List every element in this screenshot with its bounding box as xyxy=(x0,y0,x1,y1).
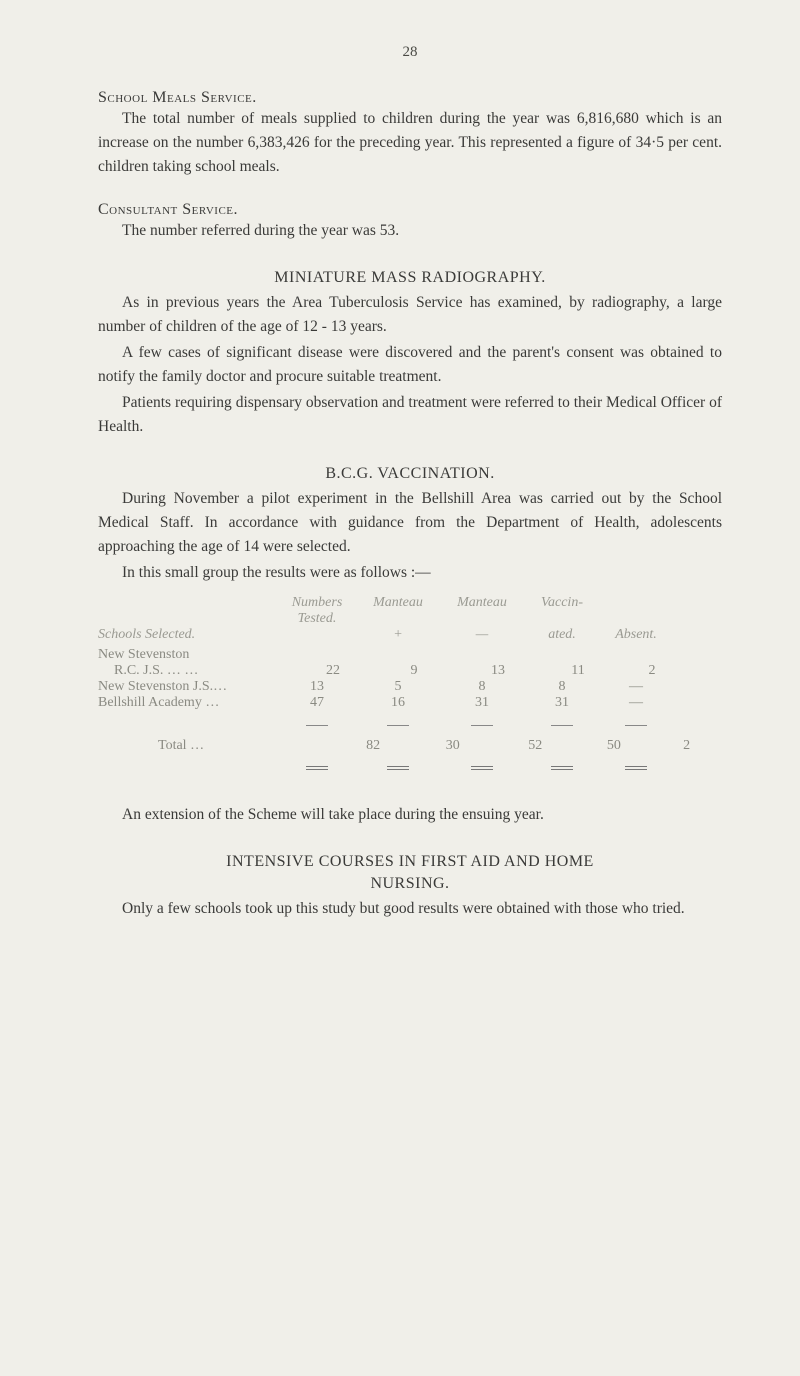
heading-consultant: Consultant Service. xyxy=(98,201,722,219)
cell-vacc: 31 xyxy=(524,695,600,711)
th-manteau-pos: Manteau xyxy=(356,595,440,611)
total-tested: 82 xyxy=(335,738,412,754)
total-mneg: 52 xyxy=(494,738,577,754)
th-numbers: Numbers Tested. xyxy=(278,595,356,627)
table-row: New Stevenston xyxy=(98,647,722,663)
para-radiography-3: Patients requiring dispensary observatio… xyxy=(98,391,722,439)
cell-tested: 47 xyxy=(278,695,356,711)
title-intensive-2: NURSING. xyxy=(98,875,722,893)
th-manteau-pos-sub: + xyxy=(356,627,440,643)
cell-vacc: 11 xyxy=(540,663,616,679)
page-number: 28 xyxy=(98,44,722,61)
title-intensive-1: INTENSIVE COURSES IN FIRST AID AND HOME xyxy=(98,853,722,871)
total-abs: 2 xyxy=(651,738,722,754)
para-bcg-2: In this small group the results were as … xyxy=(98,561,722,585)
cell-abs: — xyxy=(600,695,672,711)
table-row: New Stevenston J.S.… 13 5 8 8 — xyxy=(98,679,722,695)
total-row: Total … 82 30 52 50 2 xyxy=(98,738,722,754)
total-label: Total … xyxy=(98,738,335,754)
cell-mneg: 31 xyxy=(440,695,524,711)
heading-school-meals: School Meals Service. xyxy=(98,89,722,107)
title-bcg: B.C.G. VACCINATION. xyxy=(98,465,722,483)
para-radiography-1: As in previous years the Area Tuberculos… xyxy=(98,291,722,339)
para-bcg-3: An extension of the Scheme will take pla… xyxy=(98,803,722,827)
para-meals: The total number of meals supplied to ch… xyxy=(98,107,722,179)
total-mpos: 30 xyxy=(412,738,495,754)
cell-mpos: 9 xyxy=(372,663,456,679)
cell-mpos: 16 xyxy=(356,695,440,711)
cell-abs: 2 xyxy=(616,663,688,679)
para-bcg-1: During November a pilot experiment in th… xyxy=(98,487,722,559)
cell-school-1b: R.C. J.S. … … xyxy=(98,663,294,679)
page-container: 28 School Meals Service. The total numbe… xyxy=(0,0,800,963)
para-radiography-2: A few cases of significant disease were … xyxy=(98,341,722,389)
th-manteau-neg-sub: — xyxy=(440,627,524,643)
table-row: R.C. J.S. … … 22 9 13 11 2 xyxy=(98,663,722,679)
cell-school-1a: New Stevenston xyxy=(98,647,278,663)
cell-tested: 22 xyxy=(294,663,372,679)
table-row: Bellshill Academy … 47 16 31 31 — xyxy=(98,695,722,711)
th-vaccin: Vaccin- xyxy=(524,595,600,611)
cell-school: Bellshill Academy … xyxy=(98,695,278,711)
cell-school: New Stevenston J.S.… xyxy=(98,679,278,695)
table-header-row-2: Schools Selected. + — ated. Absent. xyxy=(98,627,722,643)
cell-mneg: 13 xyxy=(456,663,540,679)
para-consultant: The number referred during the year was … xyxy=(98,219,722,243)
bcg-table: Numbers Tested. Manteau Manteau Vaccin- … xyxy=(98,595,722,775)
table-header-row: Numbers Tested. Manteau Manteau Vaccin- xyxy=(98,595,722,627)
cell-mpos: 5 xyxy=(356,679,440,695)
th-school: Schools Selected. xyxy=(98,627,278,643)
double-rule-row xyxy=(98,759,722,775)
cell-abs: — xyxy=(600,679,672,695)
cell-tested: 13 xyxy=(278,679,356,695)
rule-row xyxy=(98,716,722,732)
th-vaccin-sub: ated. xyxy=(524,627,600,643)
th-manteau-neg: Manteau xyxy=(440,595,524,611)
cell-mneg: 8 xyxy=(440,679,524,695)
para-intensive: Only a few schools took up this study bu… xyxy=(98,897,722,921)
total-vacc: 50 xyxy=(577,738,652,754)
th-absent: Absent. xyxy=(600,627,672,643)
title-radiography: MINIATURE MASS RADIOGRAPHY. xyxy=(98,269,722,287)
cell-vacc: 8 xyxy=(524,679,600,695)
